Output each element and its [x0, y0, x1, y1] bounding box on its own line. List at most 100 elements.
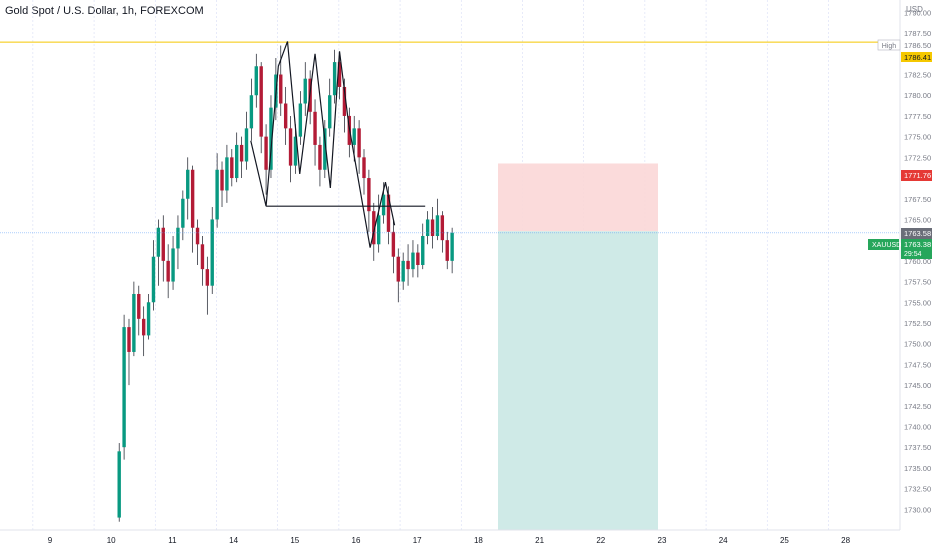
- price-tick-label: 1765.00: [904, 215, 931, 224]
- candle-body: [288, 128, 293, 166]
- candle-body: [156, 227, 161, 257]
- candle-body: [421, 236, 425, 265]
- candle-body: [440, 215, 445, 241]
- price-tick-label: 1757.50: [904, 278, 931, 287]
- price-tick-label: 1737.50: [904, 443, 931, 452]
- price-tick-label: 1742.50: [904, 402, 931, 411]
- candle-body: [151, 256, 156, 303]
- stop-loss-zone[interactable]: [498, 163, 658, 232]
- high-tag-label: High: [882, 43, 897, 50]
- high-value-label: 1786.50: [904, 41, 931, 50]
- price-tick-label: 1787.50: [904, 29, 931, 38]
- candle-body: [190, 169, 195, 228]
- candle-body: [269, 107, 273, 170]
- candle-body: [235, 144, 239, 179]
- candle-body: [357, 128, 361, 158]
- price-tick-label: 1730.00: [904, 505, 931, 514]
- time-tick-label: 21: [535, 536, 544, 545]
- candle-body: [205, 269, 210, 286]
- candle-body: [337, 62, 342, 87]
- stop-price-box: [901, 170, 932, 181]
- current-price-label: 1763.38: [904, 240, 931, 249]
- time-tick-label: 10: [107, 536, 116, 545]
- price-axis-ticks[interactable]: 1790.001787.501785.001782.501780.001777.…: [904, 8, 931, 514]
- pattern-drawing[interactable]: [250, 41, 396, 248]
- candle-body: [220, 169, 224, 191]
- candle-body: [450, 232, 454, 261]
- candle-body: [401, 260, 405, 282]
- candle-body: [230, 157, 234, 179]
- candle-body: [117, 451, 121, 518]
- candle-body: [293, 136, 298, 166]
- candle-body: [239, 144, 244, 162]
- candle-body: [323, 128, 327, 170]
- chart-title: Gold Spot / U.S. Dollar, 1h, FOREXCOM: [5, 5, 204, 17]
- candle-body: [391, 231, 396, 257]
- current-price-box: [901, 239, 932, 259]
- candle-body: [406, 260, 410, 270]
- take-profit-zone[interactable]: [498, 231, 658, 530]
- time-tick-label: 14: [229, 536, 238, 545]
- candle-body: [259, 66, 263, 137]
- candle-body: [137, 293, 141, 319]
- candle-body: [210, 219, 214, 286]
- candle-body: [411, 252, 415, 270]
- candle-body: [367, 178, 371, 212]
- price-tick-label: 1752.50: [904, 319, 931, 328]
- candle-body: [425, 219, 430, 237]
- last-price-label: 1763.58: [904, 229, 931, 238]
- candle-body: [171, 248, 175, 282]
- candle-body: [303, 78, 307, 104]
- candle-body: [362, 157, 366, 179]
- stop-price-label: 1771.76: [904, 171, 931, 180]
- time-tick-label: 25: [780, 536, 789, 545]
- candle-body: [279, 74, 283, 104]
- candle-body: [313, 111, 317, 145]
- price-tick-label: 1750.00: [904, 340, 931, 349]
- candle-body: [332, 62, 337, 96]
- candle-body: [372, 211, 376, 245]
- symbol-tag-box[interactable]: [868, 239, 899, 250]
- candle-body: [416, 252, 420, 265]
- time-tick-label: 15: [290, 536, 299, 545]
- high-tag-box: [877, 39, 901, 51]
- price-tick-label: 1790.00: [904, 8, 931, 17]
- price-tick-label: 1775.00: [904, 133, 931, 142]
- price-tick-label: 1740.00: [904, 422, 931, 431]
- candle-body: [264, 136, 268, 170]
- price-tick-label: 1732.50: [904, 485, 931, 494]
- candle-body: [328, 95, 332, 129]
- price-tick-label: 1777.50: [904, 112, 931, 121]
- candle-body: [445, 240, 449, 261]
- time-tick-label: 18: [474, 536, 483, 545]
- candle-body: [318, 144, 322, 170]
- time-tick-label: 11: [168, 536, 177, 545]
- candle-body: [249, 95, 254, 129]
- candle-body: [396, 256, 400, 282]
- candle-body: [376, 215, 381, 245]
- price-tick-label: 1782.50: [904, 71, 931, 80]
- candlestick-series: [117, 45, 454, 522]
- candle-body: [225, 157, 229, 191]
- candle-body: [141, 318, 146, 336]
- candle-body: [386, 194, 391, 232]
- price-tick-label: 1772.50: [904, 153, 931, 162]
- candle-body: [122, 327, 126, 448]
- candle-body: [244, 128, 249, 162]
- candle-body: [254, 66, 258, 96]
- last-price-box: [901, 228, 932, 239]
- price-tick-label: 1735.00: [904, 464, 931, 473]
- candle-body: [283, 103, 288, 129]
- candle-body: [342, 86, 347, 116]
- candle-body: [132, 293, 136, 352]
- candle-body: [186, 169, 190, 199]
- candle-body: [181, 198, 185, 228]
- candle-body: [381, 194, 386, 216]
- candle-body: [166, 260, 170, 282]
- candle-body: [352, 128, 356, 145]
- price-tick-label: 1745.00: [904, 381, 931, 390]
- candle-body: [176, 227, 180, 249]
- time-axis-ticks[interactable]: 9 10 11 14 15 16 17 18 21 22 23 24 25 28: [48, 536, 851, 545]
- high-line-price-label: 1786.41: [904, 53, 931, 62]
